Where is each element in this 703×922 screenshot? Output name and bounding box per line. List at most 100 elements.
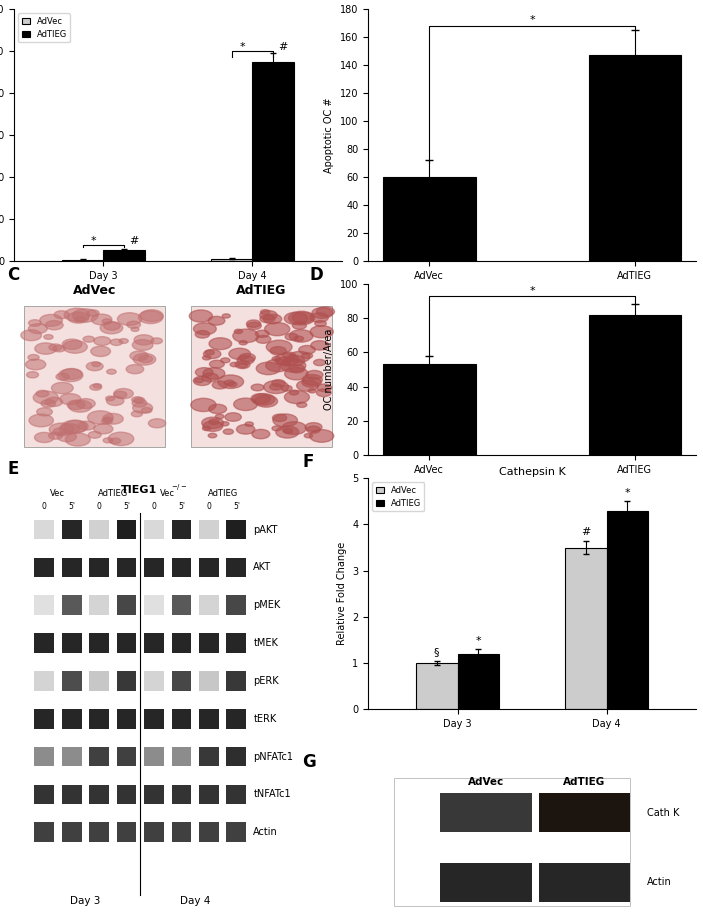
Circle shape (189, 310, 212, 322)
Circle shape (29, 414, 53, 427)
Circle shape (284, 355, 304, 366)
Circle shape (247, 320, 261, 327)
Circle shape (36, 390, 49, 397)
Bar (440, 863, 532, 902)
Circle shape (317, 384, 332, 392)
Circle shape (93, 337, 110, 346)
Circle shape (283, 352, 295, 359)
Circle shape (209, 361, 224, 368)
Circle shape (28, 324, 47, 334)
Circle shape (86, 362, 103, 371)
Bar (62, 260, 103, 261)
Text: #: # (278, 42, 288, 53)
Circle shape (276, 426, 299, 438)
Circle shape (307, 426, 321, 433)
Circle shape (282, 421, 307, 434)
Bar (588, 314, 681, 455)
FancyBboxPatch shape (117, 709, 136, 728)
Circle shape (105, 396, 115, 401)
Circle shape (132, 339, 153, 350)
Circle shape (212, 381, 227, 389)
Circle shape (256, 362, 280, 374)
Circle shape (256, 336, 271, 343)
FancyBboxPatch shape (226, 671, 246, 691)
Circle shape (203, 421, 223, 431)
FancyBboxPatch shape (117, 520, 136, 539)
Circle shape (289, 390, 299, 395)
Circle shape (37, 408, 53, 416)
Text: *: * (529, 15, 535, 25)
Circle shape (264, 314, 282, 324)
Text: Vec: Vec (160, 489, 175, 498)
Circle shape (195, 330, 209, 338)
Circle shape (65, 420, 88, 432)
Circle shape (202, 373, 219, 382)
Circle shape (131, 411, 143, 417)
FancyBboxPatch shape (172, 520, 191, 539)
Text: *: * (91, 236, 96, 246)
FancyBboxPatch shape (62, 747, 82, 766)
Text: AdTIEG: AdTIEG (207, 489, 238, 498)
FancyBboxPatch shape (34, 785, 54, 804)
FancyBboxPatch shape (226, 596, 246, 615)
Circle shape (208, 316, 225, 325)
Circle shape (314, 360, 325, 366)
Text: Actin: Actin (253, 827, 278, 837)
FancyBboxPatch shape (117, 596, 136, 615)
Circle shape (304, 433, 313, 438)
Circle shape (83, 337, 94, 342)
Circle shape (245, 422, 254, 426)
Circle shape (62, 420, 86, 433)
Text: 0: 0 (41, 502, 46, 511)
Circle shape (202, 426, 211, 431)
Circle shape (203, 349, 221, 359)
Circle shape (106, 396, 124, 406)
Text: 0: 0 (96, 502, 101, 511)
FancyBboxPatch shape (117, 671, 136, 691)
Text: 0: 0 (152, 502, 157, 511)
Circle shape (25, 360, 46, 370)
Circle shape (64, 308, 90, 322)
Circle shape (102, 319, 112, 324)
Circle shape (292, 322, 307, 329)
FancyBboxPatch shape (199, 822, 219, 842)
FancyBboxPatch shape (226, 822, 246, 842)
Text: D: D (309, 266, 323, 284)
Circle shape (60, 394, 81, 405)
FancyBboxPatch shape (144, 709, 164, 728)
Text: AdTIEG: AdTIEG (98, 489, 128, 498)
FancyBboxPatch shape (34, 747, 54, 766)
FancyBboxPatch shape (199, 671, 219, 691)
Circle shape (53, 346, 65, 352)
Text: E: E (8, 460, 19, 478)
Text: G: G (302, 753, 316, 771)
Circle shape (239, 340, 247, 345)
Circle shape (273, 414, 297, 427)
FancyBboxPatch shape (199, 520, 219, 539)
Text: TIEG1: TIEG1 (120, 485, 157, 495)
FancyBboxPatch shape (34, 633, 54, 653)
FancyBboxPatch shape (172, 671, 191, 691)
Circle shape (228, 382, 237, 386)
Text: Actin: Actin (647, 877, 671, 887)
Circle shape (259, 311, 277, 320)
Circle shape (67, 400, 85, 409)
Circle shape (224, 380, 234, 385)
Circle shape (193, 376, 211, 385)
Circle shape (270, 384, 282, 390)
Circle shape (75, 316, 85, 322)
Circle shape (28, 354, 39, 361)
Text: pMEK: pMEK (253, 600, 280, 610)
Circle shape (195, 368, 213, 377)
Circle shape (62, 339, 82, 349)
Circle shape (238, 363, 247, 368)
Bar (458, 654, 499, 709)
Circle shape (302, 353, 313, 359)
Circle shape (309, 430, 334, 443)
Circle shape (305, 422, 322, 431)
FancyBboxPatch shape (89, 747, 109, 766)
Circle shape (193, 323, 217, 335)
Text: Vec: Vec (51, 489, 65, 498)
Circle shape (284, 313, 308, 325)
Circle shape (134, 335, 154, 345)
